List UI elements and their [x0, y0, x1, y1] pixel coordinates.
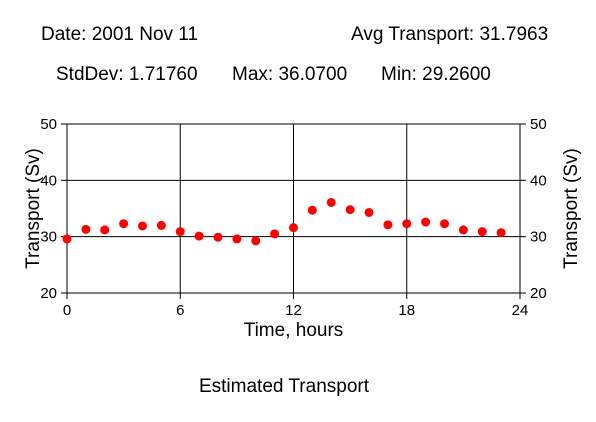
x-axis-title: Time, hours: [244, 320, 344, 341]
data-point: [307, 205, 317, 215]
x-tick-label: 24: [512, 302, 529, 319]
data-point: [232, 234, 242, 244]
grid-lines: [67, 124, 520, 293]
data-point: [477, 227, 487, 237]
data-point: [81, 224, 91, 234]
data-point: [326, 197, 336, 207]
chart-title: Estimated Transport: [199, 376, 370, 397]
data-point: [440, 219, 449, 229]
y-tick-label-right: 30: [530, 229, 547, 246]
y-axis-title-left: Transport (Sv): [23, 148, 44, 269]
data-point: [383, 220, 393, 230]
data-point: [194, 231, 204, 241]
y-tick-label-left: 30: [40, 229, 57, 246]
x-tick-label: 0: [63, 302, 71, 319]
x-tick-label: 12: [285, 302, 302, 319]
data-point: [175, 227, 185, 237]
data-point: [496, 228, 506, 238]
data-point: [364, 207, 374, 217]
axis-ticks: [61, 123, 526, 299]
date-label: Date: 2001 Nov 11: [41, 24, 199, 45]
y-tick-label-right: 40: [530, 172, 547, 189]
data-point: [289, 223, 298, 233]
data-point: [270, 229, 280, 239]
data-point: [421, 217, 431, 227]
max-label: Max: 36.0700: [232, 64, 348, 85]
data-point: [156, 220, 166, 230]
data-point: [213, 232, 223, 242]
min-label: Min: 29.2600: [381, 64, 491, 85]
data-point: [119, 219, 129, 229]
y-tick-label-left: 20: [40, 285, 57, 302]
data-point: [100, 225, 110, 235]
data-points: [62, 197, 506, 246]
data-point: [402, 219, 412, 229]
avg-transport-label: Avg Transport: 31.7963: [351, 24, 549, 45]
data-point: [138, 221, 147, 231]
x-tick-label: 18: [398, 302, 415, 319]
stddev-label: StdDev: 1.71760: [56, 64, 198, 85]
y-axis-title-right: Transport (Sv): [561, 148, 582, 269]
y-tick-label-right: 20: [530, 285, 547, 302]
y-tick-label-right: 50: [530, 116, 547, 133]
y-tick-label-left: 40: [40, 172, 57, 189]
y-tick-label-left: 50: [40, 116, 57, 133]
data-point: [458, 225, 468, 235]
data-point: [345, 205, 355, 215]
x-tick-label: 6: [176, 302, 184, 319]
data-point: [251, 236, 261, 246]
data-point: [62, 234, 72, 244]
